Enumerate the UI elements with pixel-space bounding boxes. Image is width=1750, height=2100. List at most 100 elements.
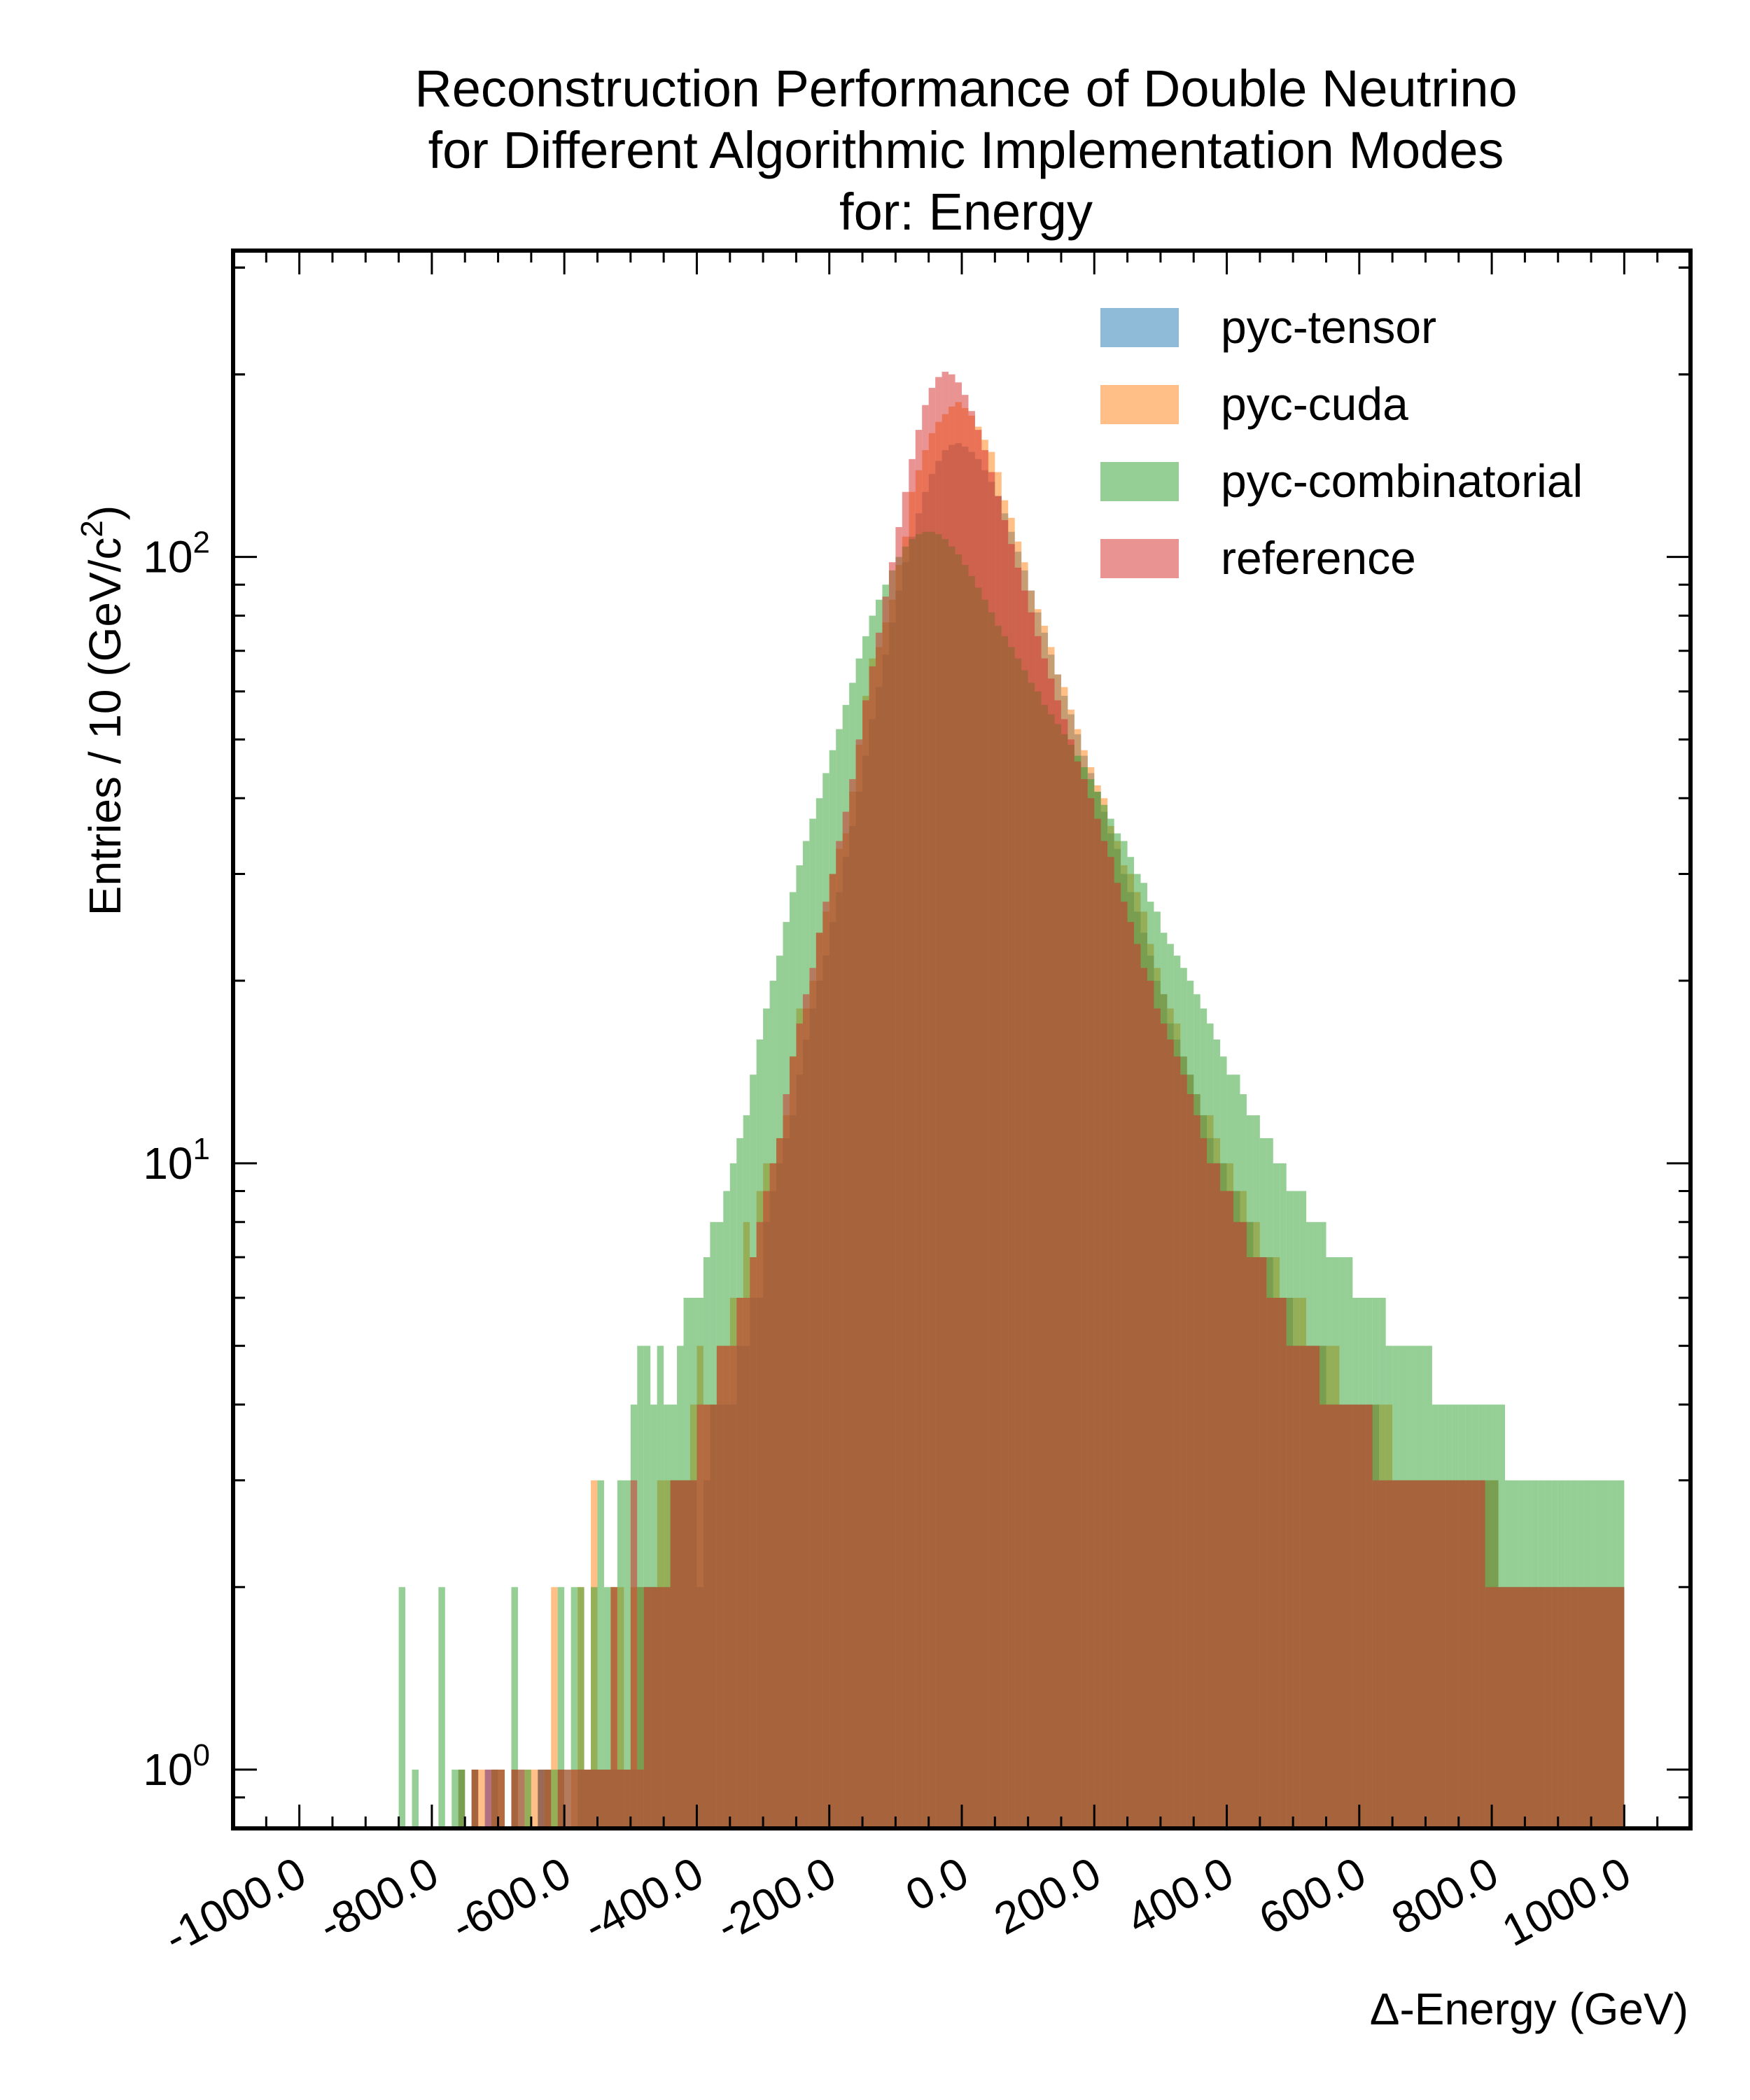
bar-pyc-combinatorial (551, 1770, 558, 1828)
bar-pyc-combinatorial (557, 1587, 565, 1828)
bar-pyc-cuda (551, 1587, 558, 1828)
bar-reference (1180, 1074, 1187, 1828)
bar-reference (1611, 1587, 1618, 1828)
bar-reference (1525, 1587, 1532, 1828)
bar-reference (922, 405, 929, 1829)
chart-title-line-3: for: Energy (839, 183, 1093, 241)
bar-reference (1544, 1587, 1552, 1828)
legend-swatch-pyc-combinatorial (1100, 462, 1179, 501)
bar-reference (1140, 967, 1147, 1828)
bar-reference (1147, 981, 1154, 1828)
bar-reference (802, 994, 810, 1828)
bar-reference (855, 739, 863, 1828)
bar-reference (1458, 1480, 1466, 1828)
x-tick-label: 0.0 (897, 1847, 976, 1921)
bar-reference (1597, 1587, 1604, 1828)
x-tick-label: 400.0 (1119, 1847, 1241, 1945)
bar-reference (564, 1770, 571, 1828)
bar-pyc-combinatorial (617, 1480, 624, 1828)
bar-reference (1418, 1480, 1426, 1828)
y-axis-label-end: ) (80, 505, 130, 520)
bar-reference (584, 1770, 592, 1828)
bar-reference (1617, 1587, 1625, 1828)
bar-reference (1591, 1587, 1598, 1828)
bar-reference (703, 1404, 710, 1828)
bar-reference (875, 632, 883, 1828)
bar-reference (1366, 1404, 1373, 1828)
bar-reference (1021, 590, 1028, 1829)
bar-reference (729, 1345, 737, 1828)
legend-swatch-reference (1100, 539, 1179, 578)
bar-reference (1578, 1587, 1585, 1828)
bar-reference (1558, 1587, 1565, 1828)
bar-reference (664, 1587, 671, 1828)
y-tick-labels: 100 101 102 (143, 526, 210, 1795)
bar-reference (498, 1770, 505, 1828)
x-tick-label: 1000.0 (1494, 1847, 1639, 1956)
bar-reference (941, 372, 949, 1828)
bar-reference (1452, 1480, 1459, 1828)
bar-reference (829, 874, 836, 1828)
bar-reference (1014, 567, 1022, 1829)
x-tick-label: -200.0 (708, 1847, 844, 1952)
bar-reference (743, 1297, 750, 1828)
bar-reference (1505, 1587, 1512, 1828)
legend-label-pyc-tensor: pyc-tensor (1221, 301, 1436, 353)
bar-reference (690, 1480, 697, 1828)
bar-reference (763, 1191, 770, 1828)
bar-reference (895, 526, 902, 1829)
bar-pyc-cuda (478, 1770, 485, 1828)
bar-reference (1107, 857, 1114, 1828)
bar-reference (1253, 1257, 1260, 1828)
chart-title-line-1: Reconstruction Performance of Double Neu… (414, 59, 1517, 118)
bar-reference (1028, 612, 1035, 1828)
bar-reference (1312, 1345, 1320, 1828)
legend-label-reference: reference (1221, 532, 1416, 584)
bar-reference (570, 1770, 578, 1828)
bar-reference (1379, 1480, 1386, 1828)
bar-reference (796, 1023, 803, 1828)
bar-reference (471, 1770, 479, 1828)
bar-reference (1173, 1056, 1181, 1828)
legend-swatch-pyc-tensor (1100, 308, 1179, 347)
bar-reference (1412, 1480, 1419, 1828)
legend-label-pyc-cuda: pyc-cuda (1221, 378, 1408, 430)
bar-reference (1286, 1345, 1294, 1828)
bar-reference (1008, 544, 1015, 1828)
bar-reference (1001, 520, 1009, 1828)
bar-reference (1604, 1587, 1611, 1828)
bar-pyc-combinatorial (578, 1587, 584, 1828)
bar-reference (1299, 1345, 1307, 1828)
bar-reference (1273, 1297, 1280, 1828)
y-axis-label-main: Entries / 10 (GeV/c (80, 538, 130, 916)
bar-reference (544, 1770, 552, 1828)
bar-reference (968, 411, 975, 1829)
bar-reference (1511, 1587, 1518, 1828)
bar-reference (869, 666, 876, 1828)
bar-reference (809, 967, 816, 1828)
bar-reference (591, 1770, 598, 1828)
bar-reference (1266, 1297, 1273, 1828)
bar-reference (756, 1222, 764, 1828)
bar-pyc-combinatorial (591, 1587, 598, 1828)
bar-pyc-combinatorial (603, 1587, 611, 1828)
bar-reference (888, 562, 896, 1829)
bar-reference (1054, 700, 1061, 1828)
x-tick-label: -1000.0 (156, 1847, 314, 1963)
bar-reference (995, 496, 1002, 1828)
bar-reference (491, 1770, 498, 1828)
bar-reference (902, 491, 909, 1829)
bar-reference (1339, 1404, 1346, 1828)
bar-reference (1492, 1587, 1499, 1828)
bar-pyc-combinatorial (412, 1770, 419, 1828)
bar-reference (882, 596, 889, 1828)
bar-reference (822, 902, 830, 1828)
bar-reference (1160, 1023, 1168, 1828)
y-tick-label: 101 (143, 1132, 210, 1189)
bar-reference (783, 1094, 790, 1828)
bar-reference (1551, 1587, 1558, 1828)
bar-reference (1584, 1587, 1592, 1828)
bar-reference (710, 1404, 717, 1828)
bar-reference (1306, 1345, 1313, 1828)
chart-title: Reconstruction Performance of Double Neu… (414, 59, 1517, 241)
